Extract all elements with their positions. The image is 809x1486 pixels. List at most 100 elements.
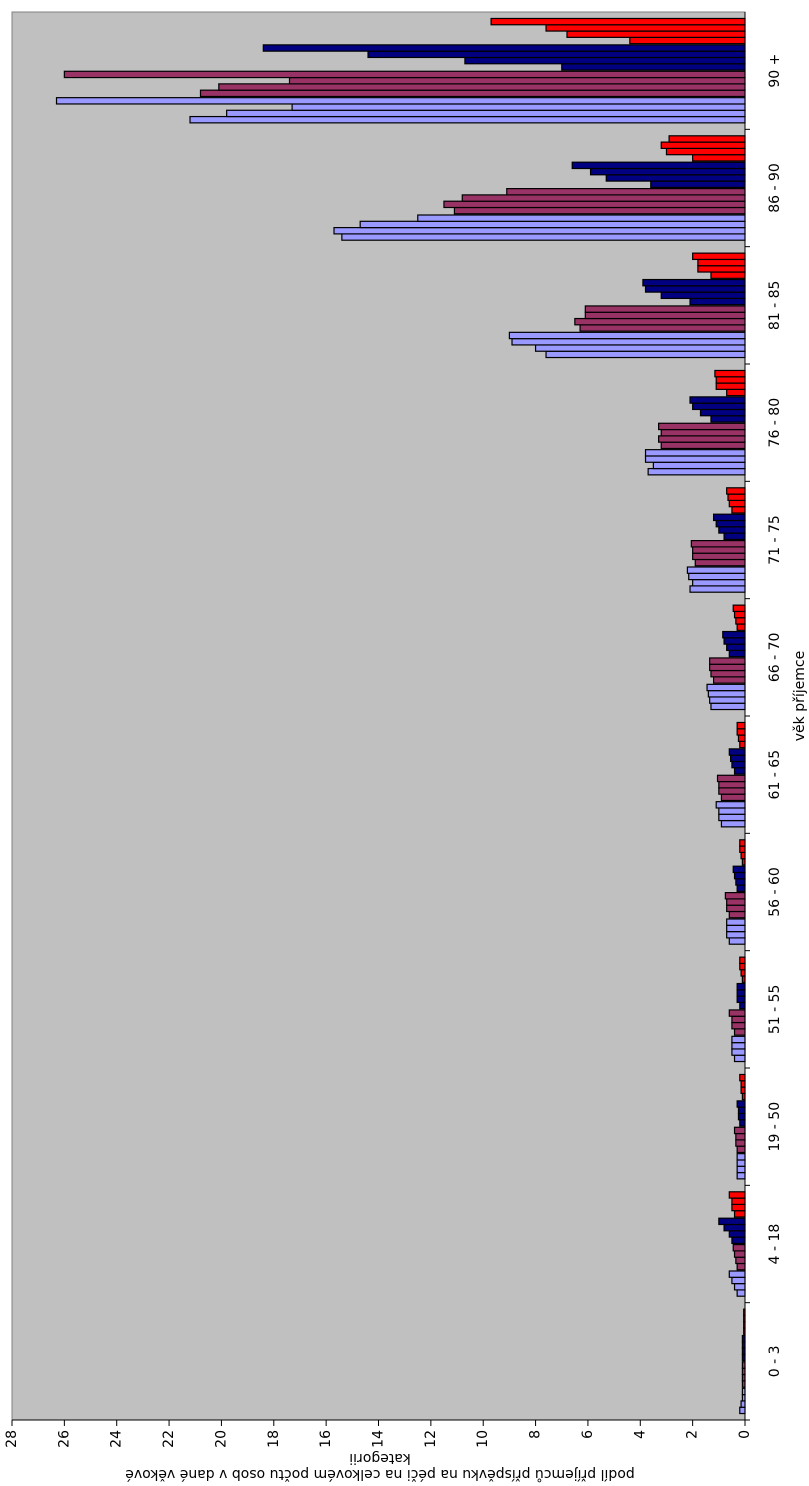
bar	[726, 388, 746, 397]
bar	[723, 637, 746, 645]
bar	[733, 1282, 746, 1291]
bar	[712, 513, 746, 522]
y-tick-label: 20	[213, 1430, 229, 1448]
bar	[727, 493, 746, 502]
bar	[737, 734, 746, 742]
bar	[741, 1387, 746, 1396]
bar	[740, 969, 746, 977]
bar	[710, 702, 746, 711]
bar	[291, 103, 746, 111]
bar	[650, 180, 746, 189]
bar	[692, 552, 746, 561]
bar	[189, 115, 746, 124]
bar	[726, 904, 746, 913]
bar	[728, 910, 746, 919]
bar	[736, 1159, 746, 1167]
bar	[731, 1276, 746, 1285]
bar	[716, 774, 746, 783]
bar	[728, 1009, 746, 1017]
bar	[709, 657, 746, 665]
bar	[733, 767, 746, 775]
bar	[743, 1308, 746, 1317]
bar	[741, 1092, 746, 1101]
bar	[735, 1139, 746, 1147]
bar	[736, 1145, 746, 1154]
x-tick-label: 90 +	[767, 54, 783, 88]
bar	[736, 1165, 746, 1174]
bar	[737, 1112, 746, 1121]
y-tick-label: 26	[56, 1430, 72, 1448]
bar	[715, 376, 746, 384]
bar	[736, 721, 746, 730]
bar	[741, 975, 746, 983]
bar	[534, 344, 746, 352]
bar	[736, 728, 746, 736]
bar	[706, 683, 746, 692]
bar	[199, 89, 746, 98]
bar	[736, 1153, 746, 1161]
x-tick-label: 4 - 18	[767, 1224, 783, 1265]
bar	[571, 161, 746, 170]
bar	[710, 271, 746, 279]
bar	[739, 740, 746, 749]
x-tick-label: 71 - 75	[767, 515, 783, 565]
bar	[739, 845, 746, 854]
bar	[731, 760, 746, 769]
bar	[728, 499, 746, 508]
bar	[461, 194, 746, 202]
bar	[359, 220, 746, 229]
bar	[731, 1035, 746, 1044]
bar	[739, 1406, 746, 1415]
bar	[723, 1223, 746, 1232]
bar	[728, 649, 746, 658]
bar	[453, 206, 746, 215]
bar	[735, 1256, 746, 1265]
bar	[686, 566, 746, 574]
bar	[715, 801, 746, 809]
chart-body: věk příjemce podíl příjemců příspěvku na…	[4, 11, 808, 1482]
y-axis-title: podíl příjemců příspěvku na péči na celk…	[125, 1450, 634, 1482]
y-axis-title-line: podíl příjemců příspěvku na péči na celk…	[125, 1466, 634, 1482]
y-tick-label: 0	[737, 1430, 753, 1439]
bar	[732, 865, 746, 874]
bar	[652, 461, 746, 470]
y-tick-label: 16	[318, 1430, 334, 1448]
y-axis-title-line: kategorii	[349, 1450, 411, 1466]
bar	[561, 63, 746, 71]
bar	[668, 135, 746, 143]
bar	[737, 1106, 746, 1115]
bar	[728, 937, 746, 945]
bar	[723, 532, 746, 541]
bar	[731, 1021, 746, 1030]
bar	[692, 252, 746, 261]
bar	[511, 338, 746, 346]
bar	[715, 519, 746, 528]
bar	[699, 408, 746, 417]
y-tick-label: 10	[475, 1430, 491, 1448]
bar	[733, 871, 746, 880]
bar	[718, 1217, 746, 1226]
bar	[545, 24, 746, 32]
bar	[735, 878, 746, 886]
bar	[736, 884, 746, 893]
bar	[743, 1314, 746, 1323]
bar	[658, 422, 746, 431]
y-tick-label: 12	[423, 1430, 439, 1448]
bar	[724, 892, 746, 900]
bar	[697, 265, 746, 273]
bar	[689, 396, 746, 404]
bar	[644, 285, 746, 293]
bar	[262, 44, 746, 52]
bar	[584, 311, 746, 320]
bar	[741, 1361, 746, 1369]
bar	[726, 898, 746, 906]
bar	[658, 435, 746, 443]
bar	[731, 1203, 746, 1212]
bar	[707, 690, 746, 698]
bar	[740, 851, 746, 860]
bar	[732, 1243, 746, 1252]
bar	[692, 402, 746, 411]
x-axis-title: věk příjemce	[792, 651, 808, 741]
bar	[689, 585, 746, 593]
bar	[712, 676, 746, 684]
